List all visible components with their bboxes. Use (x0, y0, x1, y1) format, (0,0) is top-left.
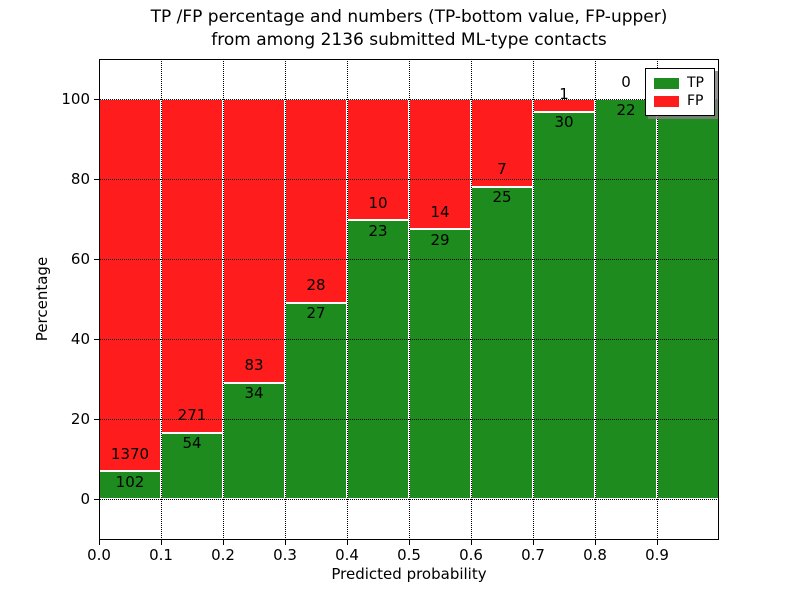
y-tick-label: 60 (70, 250, 90, 268)
x-tick (594, 540, 596, 545)
fp-count-label: 1370 (110, 444, 150, 463)
fp-count-label: 10 (368, 193, 388, 212)
tp-count-label: 25 (492, 188, 512, 206)
y-tick (94, 338, 99, 340)
bar-segment-fp (285, 99, 347, 303)
bar-segment-tp (99, 471, 161, 499)
x-tick-label: 0.4 (335, 546, 359, 564)
x-tick-label: 0.8 (583, 546, 607, 564)
tp-count-label: 30 (554, 113, 574, 132)
v-gridline (532, 59, 534, 540)
bar-segment-tp (223, 382, 285, 499)
v-gridline (160, 59, 162, 540)
x-tick (408, 540, 410, 545)
tp-count-label: 34 (244, 384, 264, 403)
x-tick-label: 0.5 (397, 546, 421, 564)
bar-segment-fp (99, 99, 161, 472)
legend-entry-tp: TP (654, 75, 706, 91)
tp-count-label: 27 (306, 304, 326, 323)
x-tick (656, 540, 658, 545)
x-tick (346, 540, 348, 545)
bar-segment-tp (409, 229, 471, 499)
bar-segment-tp (347, 220, 409, 499)
x-tick-label: 0.3 (273, 546, 297, 564)
fp-count-label: 1 (559, 85, 569, 104)
v-gridline (594, 59, 596, 540)
x-tick (98, 540, 100, 545)
bar-segment-tp (657, 99, 719, 499)
legend: TP FP (645, 68, 715, 116)
legend-label-tp: TP (687, 75, 704, 91)
x-tick-label: 0.0 (87, 546, 111, 564)
x-tick (284, 540, 286, 545)
plot-area: TP FP 1370 102 271 54 83 34 28 27 10 23 14 29 7 25 1 30… (99, 59, 719, 540)
y-tick-label: 100 (61, 90, 90, 108)
bar-segment-fp (223, 99, 285, 383)
y-tick-label: 80 (70, 170, 90, 188)
legend-swatch-fp-icon (654, 95, 679, 107)
fp-count-label: 83 (244, 356, 264, 375)
bar-segment-tp (471, 186, 533, 499)
chart-title: TP /FP percentage and numbers (TP-bottom… (99, 6, 719, 52)
x-tick-label: 0.1 (149, 546, 173, 564)
v-gridline (408, 59, 410, 540)
y-tick (94, 498, 99, 500)
legend-entry-fp: FP (654, 93, 706, 109)
bar-segment-fp (409, 99, 471, 230)
y-tick (94, 178, 99, 180)
v-gridline (470, 59, 472, 540)
v-gridline (346, 59, 348, 540)
y-axis-label: Percentage (33, 256, 51, 342)
y-tick-label: 0 (80, 490, 90, 508)
tp-count-label: 23 (368, 221, 388, 240)
v-gridline (222, 59, 224, 540)
y-tick (94, 418, 99, 420)
x-tick (160, 540, 162, 545)
chart-title-line1: TP /FP percentage and numbers (TP-bottom… (150, 7, 668, 27)
y-tick (94, 98, 99, 100)
bar-segment-tp (161, 432, 223, 499)
bar-segment-tp (595, 99, 657, 499)
fp-count-label: 28 (306, 276, 326, 295)
v-gridline (656, 59, 658, 540)
bar-segment-fp (161, 99, 223, 433)
y-tick (94, 258, 99, 260)
fp-count-label: 0 (621, 72, 631, 91)
x-axis-label: Predicted probability (331, 565, 487, 583)
tp-count-label: 54 (182, 434, 202, 453)
bar-segment-tp (533, 111, 595, 499)
v-gridline (284, 59, 286, 540)
legend-label-fp: FP (687, 93, 704, 109)
y-tick-label: 40 (70, 330, 90, 348)
x-tick-label: 0.9 (645, 546, 669, 564)
bar-segment-tp (285, 302, 347, 499)
x-tick-label: 0.7 (521, 546, 545, 564)
fp-count-label: 271 (177, 406, 207, 425)
chart-title-line2: from among 2136 submitted ML-type contac… (211, 30, 607, 50)
x-tick (222, 540, 224, 545)
fp-count-label: 14 (430, 202, 450, 221)
x-tick (532, 540, 534, 545)
tp-count-label: 29 (430, 230, 450, 249)
y-tick-label: 20 (70, 410, 90, 428)
tp-count-label: 102 (115, 472, 145, 491)
x-tick-label: 0.2 (211, 546, 235, 564)
tp-count-label: 22 (616, 100, 636, 119)
x-tick-label: 0.6 (459, 546, 483, 564)
x-tick (470, 540, 472, 545)
legend-swatch-tp-icon (654, 77, 679, 89)
fp-count-label: 7 (497, 160, 507, 178)
